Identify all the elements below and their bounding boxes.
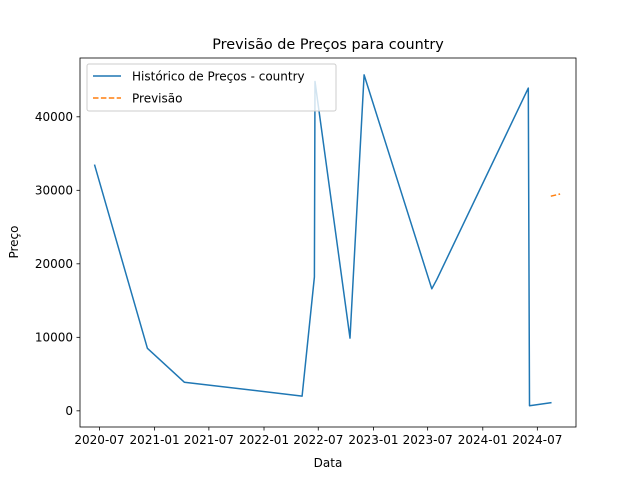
series-line-1 <box>550 193 561 197</box>
y-tick-label: 10000 <box>35 331 73 345</box>
y-axis-ticks: 0 10000 20000 30000 40000 <box>35 110 80 418</box>
x-tick-label: 2021-07 <box>184 433 234 447</box>
x-tick-label: 2024-07 <box>512 433 562 447</box>
plot-frame <box>79 57 577 428</box>
chart-title: Previsão de Preços para country <box>212 37 444 53</box>
x-tick-label: 2023-07 <box>403 433 453 447</box>
x-tick-label: 2024-01 <box>458 433 508 447</box>
plot-background <box>80 58 576 427</box>
legend-box <box>86 63 337 112</box>
series-line-0 <box>93 74 552 407</box>
x-tick-label: 2022-01 <box>239 433 289 447</box>
y-tick-label: 0 <box>65 404 73 418</box>
y-tick-label: 30000 <box>35 184 73 198</box>
legend-label-previsao: Previsão <box>132 92 182 106</box>
plot-area <box>79 57 577 428</box>
y-tick-label: 20000 <box>35 257 73 271</box>
legend: Histórico de Preços - country Previsão <box>86 63 337 112</box>
series-layer <box>93 74 561 407</box>
x-tick-label: 2020-07 <box>74 433 124 447</box>
x-tick-label: 2021-01 <box>130 433 180 447</box>
x-tick-label: 2023-01 <box>348 433 398 447</box>
legend-label-historico: Histórico de Preços - country <box>132 70 305 84</box>
y-axis-label: Preço <box>7 225 21 258</box>
y-tick-label: 40000 <box>35 110 73 124</box>
x-tick-label: 2022-07 <box>293 433 343 447</box>
x-axis-ticks: 2020-07 2021-01 2021-07 2022-01 2022-07 2023-… <box>74 427 562 447</box>
x-axis-label: Data <box>314 456 343 470</box>
